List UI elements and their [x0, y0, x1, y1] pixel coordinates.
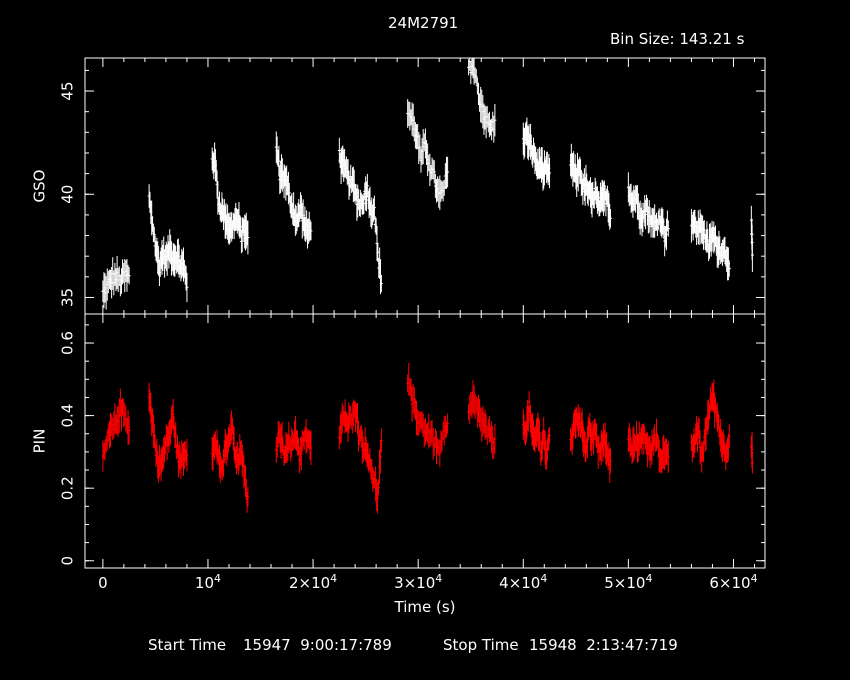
- x-tick-label: 5×104: [604, 572, 652, 592]
- y-tick-label: 0: [59, 556, 77, 566]
- y-tick-label: 0.6: [59, 331, 77, 355]
- x-tick-label: 0: [98, 574, 108, 592]
- stop-time-label: Stop Time: [443, 636, 519, 654]
- x-tick-label: 2×104: [289, 572, 337, 592]
- start-time-value: 15947 9:00:17:789: [243, 636, 392, 654]
- y-tick-label: 0.4: [59, 404, 77, 428]
- pin-panel: 0 0.2 0.4 0.6 PIN: [31, 313, 766, 569]
- chart-title: 24M2791: [388, 14, 459, 32]
- panel-frame: [84, 313, 766, 569]
- y-axis-label: GSO: [31, 170, 49, 203]
- y-tick-label: 40: [59, 185, 77, 204]
- time-axis: 0 104 2×104 3×104 4×104 5×104 6×104 Time (s): [98, 572, 757, 616]
- x-tick-label: 6×104: [709, 572, 757, 592]
- x-tick-label: 3×104: [394, 572, 442, 592]
- y-axis-label: PIN: [31, 429, 49, 454]
- start-time-label: Start Time: [148, 636, 227, 654]
- y-tick-label: 0.2: [59, 476, 77, 500]
- x-axis-label: Time (s): [394, 598, 456, 616]
- y-tick-label: 35: [59, 288, 77, 307]
- stop-time-value: 15948 2:13:47:719: [529, 636, 678, 654]
- y-tick-label: 45: [59, 81, 77, 100]
- x-tick-label: 4×104: [499, 572, 547, 592]
- x-tick-label: 104: [195, 572, 221, 592]
- bin-size-label: Bin Size: 143.21 s: [610, 30, 745, 48]
- gso-panel: 35 40 45 GSO: [31, 57, 766, 315]
